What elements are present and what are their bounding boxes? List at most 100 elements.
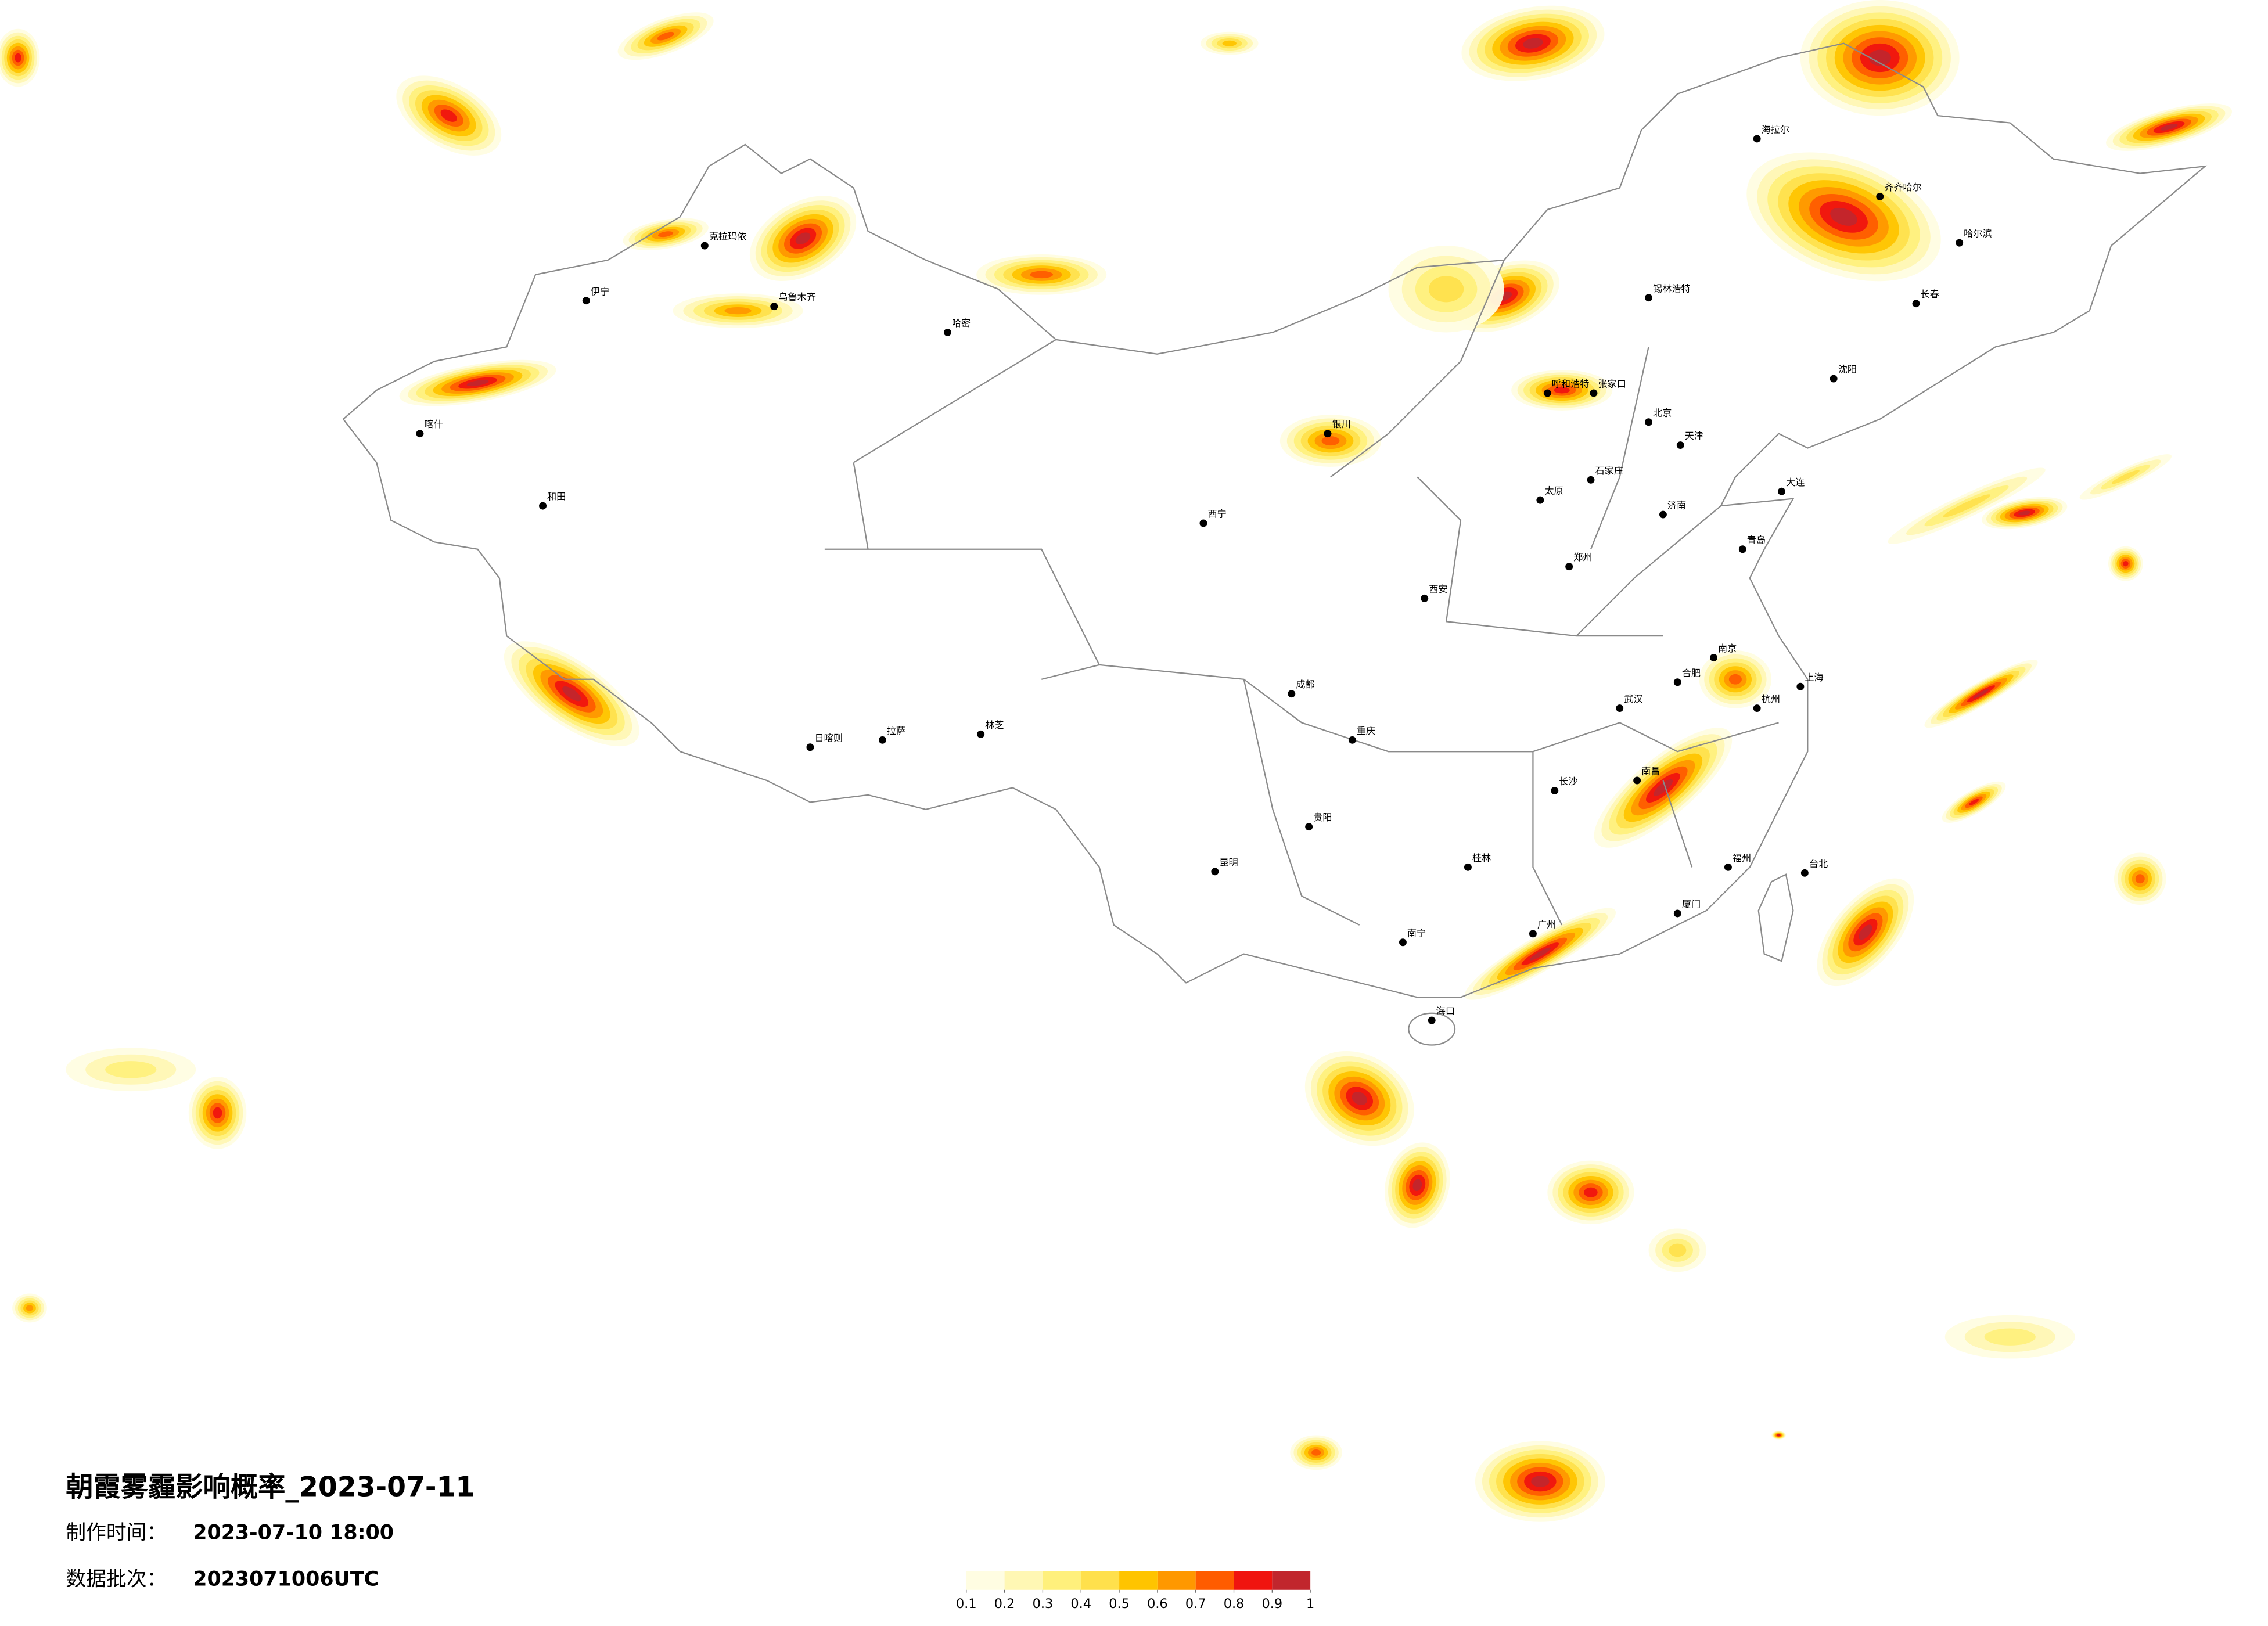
legend-swatch bbox=[966, 1571, 1005, 1590]
city-dot bbox=[1421, 594, 1429, 602]
city-dot bbox=[1428, 1016, 1436, 1024]
haze-area bbox=[1523, 38, 1543, 49]
city-dot bbox=[1753, 135, 1761, 143]
city-label: 石家庄 bbox=[1595, 465, 1623, 476]
city-dot bbox=[1800, 869, 1809, 877]
city-dot bbox=[1830, 375, 1838, 383]
city-dot bbox=[1659, 510, 1667, 519]
made-time-value: 2023-07-10 18:00 bbox=[193, 1521, 394, 1545]
city-label: 桂林 bbox=[1472, 852, 1491, 864]
city-label: 南宁 bbox=[1407, 927, 1426, 938]
haze-area bbox=[1728, 674, 1742, 685]
haze-area bbox=[657, 31, 674, 41]
city-dot bbox=[1211, 868, 1219, 876]
haze-area bbox=[1529, 947, 1551, 961]
haze-area bbox=[795, 232, 811, 244]
haze-area bbox=[1030, 271, 1054, 279]
haze-area bbox=[1943, 494, 1991, 517]
haze-area bbox=[1669, 1243, 1687, 1257]
haze-area bbox=[1984, 1328, 2036, 1346]
city-label: 杭州 bbox=[1762, 693, 1780, 704]
city-dot bbox=[1796, 682, 1805, 690]
legend-tick-label: 0.1 bbox=[956, 1596, 977, 1611]
city-label: 武汉 bbox=[1624, 693, 1642, 704]
city-label: 广州 bbox=[1537, 919, 1556, 930]
city-label: 青岛 bbox=[1747, 534, 1766, 545]
city-label: 天津 bbox=[1685, 430, 1703, 441]
city-dot bbox=[1633, 776, 1641, 785]
city-dot bbox=[1199, 519, 1207, 527]
city-dot bbox=[770, 303, 778, 311]
city-label: 合肥 bbox=[1682, 667, 1701, 678]
city-dot bbox=[1590, 389, 1598, 397]
city-dot bbox=[943, 328, 951, 336]
city-label: 大连 bbox=[1786, 477, 1805, 488]
city-label: 海拉尔 bbox=[1762, 124, 1789, 135]
legend-tick-label: 0.7 bbox=[1185, 1596, 1206, 1611]
haze-area bbox=[1968, 798, 1979, 805]
haze-area bbox=[2018, 510, 2030, 516]
batch-value: 2023071006UTC bbox=[193, 1567, 379, 1591]
city-dot bbox=[1348, 736, 1356, 744]
city-dot bbox=[1324, 430, 1332, 438]
legend-tick-label: 0.4 bbox=[1070, 1596, 1091, 1611]
haze-area bbox=[26, 1305, 34, 1311]
haze-area bbox=[562, 686, 581, 702]
city-label: 喀什 bbox=[424, 419, 443, 430]
legend-tick-label: 0.8 bbox=[1224, 1596, 1245, 1611]
haze-area bbox=[1777, 1434, 1780, 1436]
city-dot bbox=[1464, 863, 1472, 871]
city-dot bbox=[700, 242, 709, 250]
city-label: 锡林浩特 bbox=[1653, 283, 1691, 294]
haze-area bbox=[1554, 387, 1570, 394]
haze-area bbox=[1352, 1092, 1367, 1105]
city-dot bbox=[1753, 704, 1761, 713]
legend-swatch bbox=[1119, 1571, 1158, 1590]
city-label: 日喀则 bbox=[814, 732, 842, 743]
city-label: 厦门 bbox=[1682, 899, 1701, 910]
city-label: 成都 bbox=[1296, 679, 1314, 690]
haze-area bbox=[2160, 124, 2178, 131]
city-dot bbox=[1738, 545, 1746, 553]
legend-swatch bbox=[1004, 1571, 1043, 1590]
city-dot bbox=[539, 502, 547, 510]
city-dot bbox=[1645, 418, 1653, 426]
country-border bbox=[342, 42, 2208, 998]
city-dot bbox=[1305, 823, 1313, 831]
city-dot bbox=[878, 736, 886, 744]
haze-area bbox=[657, 231, 674, 238]
city-label: 太原 bbox=[1544, 485, 1563, 497]
legend: 0.1 0.2 0.3 0.4 0.5 0.6 0.7 0.8 0.9 1 bbox=[956, 1571, 1314, 1611]
title: 朝霞雾霾影响概率_2023-07-11 bbox=[66, 1472, 475, 1503]
city-dot bbox=[806, 743, 814, 751]
city-label: 沈阳 bbox=[1838, 364, 1857, 375]
city-label: 福州 bbox=[1733, 852, 1751, 864]
city-label: 郑州 bbox=[1573, 552, 1592, 563]
city-label: 长春 bbox=[1920, 289, 1939, 300]
city-dot bbox=[1565, 563, 1573, 571]
city-dot bbox=[1399, 938, 1407, 947]
haze-area bbox=[440, 109, 457, 122]
city-label: 和田 bbox=[547, 491, 566, 502]
city-label: 银川 bbox=[1332, 419, 1350, 430]
haze-area bbox=[1584, 1187, 1598, 1197]
city-dot bbox=[416, 430, 424, 438]
city-label: 南京 bbox=[1718, 643, 1737, 654]
city-dot bbox=[1529, 930, 1537, 938]
city-label: 台北 bbox=[1809, 858, 1828, 869]
city-label: 张家口 bbox=[1598, 379, 1626, 390]
city-label: 重庆 bbox=[1357, 725, 1375, 736]
city-label: 林芝 bbox=[985, 720, 1004, 731]
city-label: 呼和浩特 bbox=[1552, 379, 1590, 390]
haze-area bbox=[1859, 924, 1872, 940]
legend-tick-label: 1 bbox=[1306, 1596, 1314, 1611]
legend-swatch bbox=[1043, 1571, 1081, 1590]
city-label: 西宁 bbox=[1207, 509, 1226, 520]
legend-tick-label: 0.5 bbox=[1109, 1596, 1130, 1611]
legend-swatch bbox=[1157, 1571, 1196, 1590]
haze-area bbox=[2123, 560, 2129, 567]
city-dot bbox=[1676, 441, 1684, 449]
city-label: 乌鲁木齐 bbox=[778, 292, 816, 303]
